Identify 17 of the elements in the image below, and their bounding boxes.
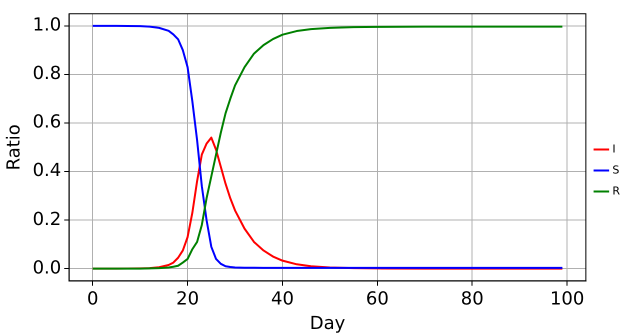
y-tick-label: 0.8	[32, 63, 62, 84]
y-tick-label: 0.2	[32, 208, 62, 230]
x-tick-label: 100	[550, 288, 584, 310]
x-tick-label: 20	[176, 288, 200, 310]
legend-label: S	[612, 163, 620, 176]
legend-label: R	[612, 184, 620, 198]
y-tick-label: 0.0	[32, 257, 62, 278]
y-tick-label: 0.6	[32, 112, 62, 133]
y-axis-title: Ratio	[3, 124, 24, 170]
x-tick-label: 80	[460, 288, 484, 310]
y-tick-label: 0.4	[32, 160, 62, 182]
legend-label: I	[612, 142, 616, 156]
x-axis-title: Day	[310, 312, 346, 334]
x-tick-label: 0	[86, 288, 98, 310]
y-tick-label: 1.0	[32, 14, 62, 36]
x-tick-label: 60	[366, 288, 389, 310]
x-tick-label: 40	[271, 288, 294, 310]
